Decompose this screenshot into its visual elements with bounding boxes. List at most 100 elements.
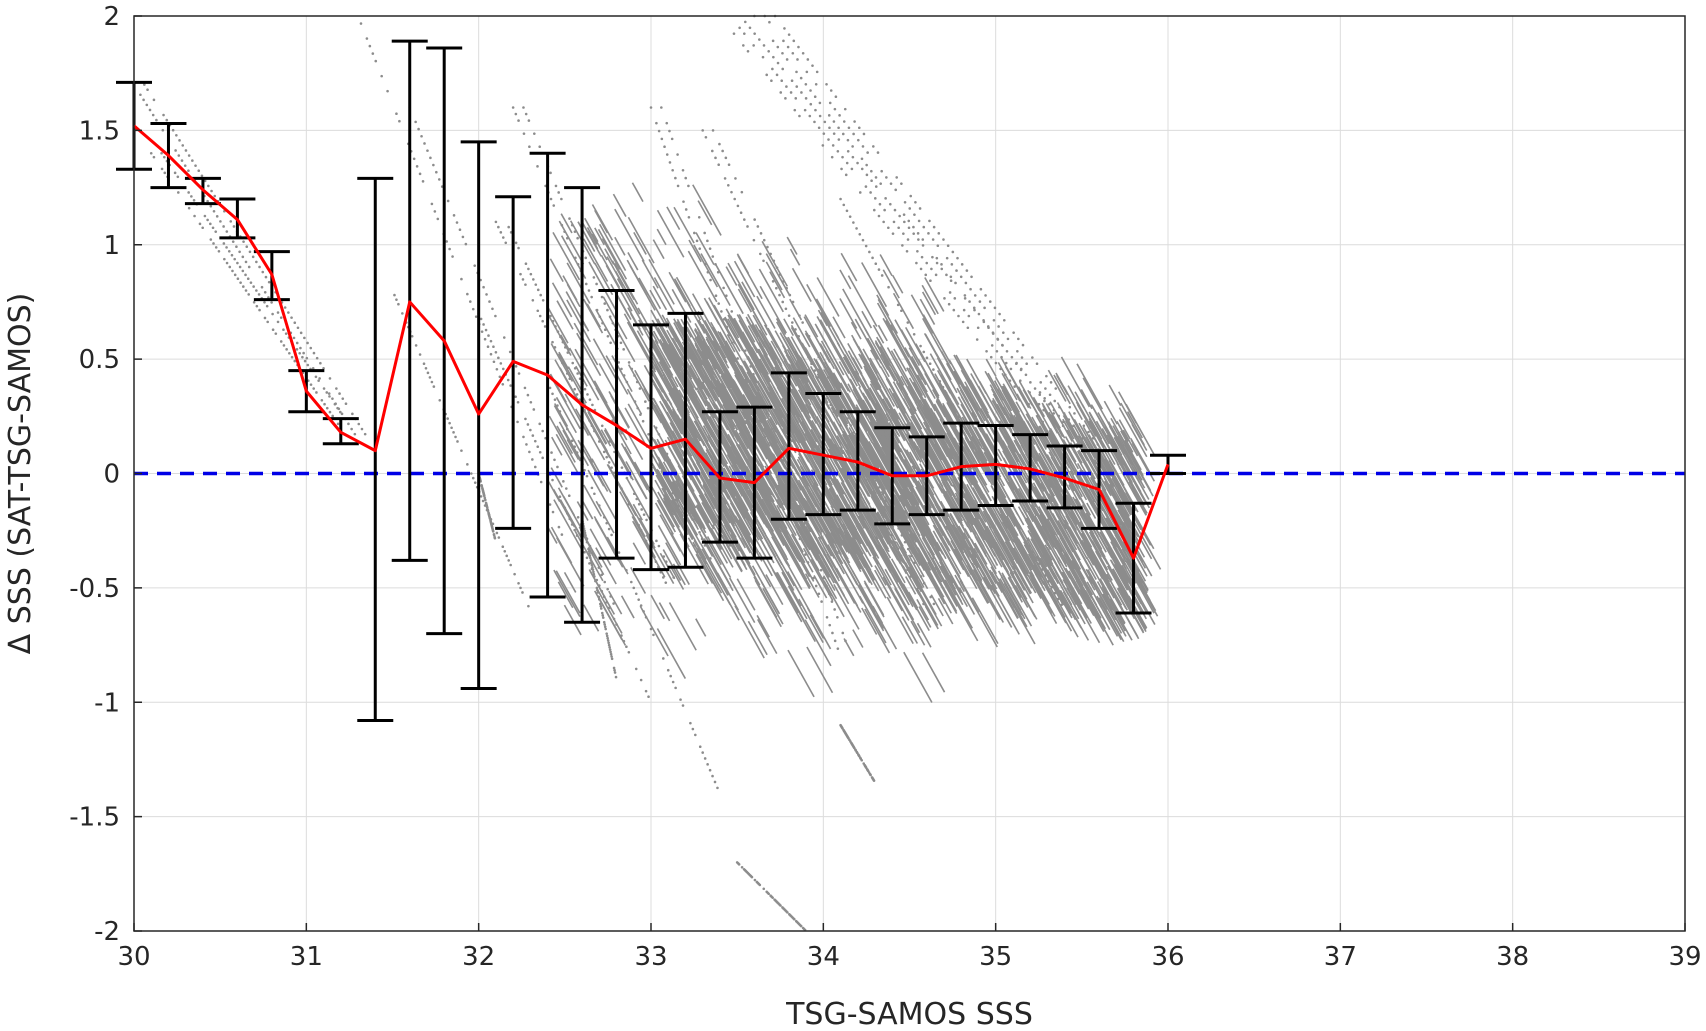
scatter-point bbox=[549, 258, 564, 282]
scatter-point bbox=[911, 503, 942, 557]
scatter-point bbox=[627, 502, 631, 506]
scatter-point bbox=[929, 595, 932, 599]
scatter-point bbox=[916, 374, 928, 393]
scatter-point bbox=[744, 485, 770, 529]
scatter-point bbox=[839, 424, 842, 427]
scatter-point bbox=[336, 406, 339, 410]
scatter-point bbox=[565, 487, 568, 490]
scatter-point bbox=[906, 568, 909, 571]
scatter-point bbox=[879, 346, 902, 385]
scatter-point bbox=[623, 313, 651, 360]
scatter-point bbox=[785, 85, 788, 88]
scatter-point bbox=[999, 507, 1022, 546]
scatter-point bbox=[1032, 564, 1050, 594]
scatter-point bbox=[1109, 559, 1129, 591]
scatter-point bbox=[412, 157, 416, 161]
scatter-point bbox=[328, 410, 332, 414]
scatter-point bbox=[727, 183, 730, 187]
scatter-point bbox=[700, 537, 704, 541]
scatter-point bbox=[767, 892, 770, 896]
scatter-point bbox=[602, 595, 606, 598]
scatter-point bbox=[985, 433, 1003, 462]
scatter-point bbox=[756, 474, 784, 521]
scatter-point bbox=[901, 244, 904, 247]
scatter-point bbox=[651, 462, 672, 497]
scatter-point bbox=[944, 391, 948, 395]
scatter-point bbox=[887, 506, 891, 510]
scatter-point bbox=[819, 322, 850, 375]
scatter-point bbox=[708, 247, 712, 250]
scatter-point bbox=[1074, 554, 1093, 585]
scatter-point bbox=[784, 466, 788, 470]
scatter-point bbox=[506, 378, 510, 382]
scatter-point bbox=[632, 492, 636, 496]
scatter-point bbox=[1001, 572, 1012, 590]
scatter-point bbox=[813, 357, 844, 411]
scatter-point bbox=[885, 412, 901, 438]
scatter-point bbox=[429, 156, 432, 160]
scatter-point bbox=[953, 437, 973, 470]
scatter-point bbox=[892, 486, 918, 531]
scatter-point bbox=[668, 459, 672, 462]
scatter-point bbox=[910, 415, 928, 445]
scatter-point bbox=[468, 300, 472, 303]
scatter-point bbox=[566, 299, 591, 343]
scatter-point bbox=[935, 261, 939, 265]
scatter-point bbox=[541, 299, 545, 302]
scatter-point bbox=[872, 324, 885, 344]
scatter-point bbox=[990, 584, 1020, 635]
scatter-point bbox=[820, 511, 849, 559]
scatter-point bbox=[770, 79, 773, 83]
scatter-point bbox=[553, 499, 583, 551]
scatter-point bbox=[279, 340, 283, 343]
scatter-point bbox=[603, 625, 607, 629]
scatter-point bbox=[474, 315, 478, 318]
scatter-point bbox=[925, 606, 939, 630]
x-tick-label: 32 bbox=[462, 942, 495, 972]
scatter-point bbox=[919, 298, 936, 325]
scatter-point bbox=[293, 359, 297, 363]
scatter-point bbox=[736, 253, 750, 274]
scatter-point bbox=[1055, 571, 1070, 596]
scatter-point bbox=[662, 555, 666, 558]
scatter-point bbox=[768, 487, 782, 509]
scatter-point bbox=[652, 466, 667, 491]
scatter-point bbox=[817, 592, 821, 596]
scatter-point bbox=[627, 361, 631, 364]
scatter-point bbox=[485, 293, 488, 296]
scatter-point bbox=[682, 489, 705, 527]
scatter-point bbox=[594, 579, 597, 583]
scatter-point bbox=[874, 499, 877, 503]
scatter-point bbox=[230, 253, 234, 257]
scatter-point bbox=[1028, 481, 1049, 517]
scatter-point bbox=[660, 106, 663, 109]
scatter-point bbox=[994, 361, 998, 365]
scatter-point bbox=[1048, 402, 1051, 406]
scatter-point bbox=[437, 178, 441, 181]
scatter-point bbox=[693, 231, 696, 235]
scatter-point bbox=[802, 547, 834, 601]
scatter-point bbox=[1027, 510, 1049, 547]
scatter-point bbox=[587, 469, 617, 520]
scatter-point bbox=[711, 149, 714, 153]
scatter-point bbox=[492, 345, 495, 349]
scatter-point bbox=[835, 405, 849, 427]
scatter-point bbox=[762, 259, 765, 263]
scatter-point bbox=[643, 364, 667, 405]
scatter-point bbox=[790, 470, 817, 516]
scatter-point bbox=[967, 422, 983, 448]
scatter-point bbox=[1043, 397, 1046, 400]
scatter-point bbox=[554, 325, 557, 328]
scatter-point bbox=[900, 546, 920, 579]
scatter-point bbox=[1045, 403, 1061, 429]
scatter-point bbox=[775, 266, 779, 269]
scatter-point bbox=[727, 318, 740, 339]
scatter-point bbox=[894, 188, 898, 192]
scatter-point bbox=[1086, 443, 1089, 446]
x-tick-label: 33 bbox=[634, 942, 667, 972]
scatter-point bbox=[955, 269, 958, 272]
scatter-point bbox=[1037, 525, 1062, 567]
scatter-point bbox=[891, 546, 905, 570]
scatter-point bbox=[236, 261, 239, 265]
scatter-point bbox=[727, 433, 757, 484]
